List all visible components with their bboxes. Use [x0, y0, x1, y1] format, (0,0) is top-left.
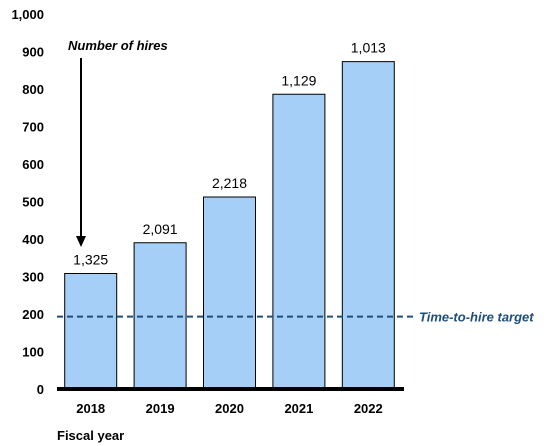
- annotation-group: Number of hires: [68, 38, 168, 247]
- bar-2020: [203, 196, 256, 390]
- data-label: 2,218: [212, 175, 247, 191]
- data-label: 1,325: [73, 252, 108, 268]
- y-tick-label: 200: [22, 307, 44, 322]
- target-line-label: Time-to-hire target: [419, 310, 534, 325]
- annotation-arrow-head: [76, 236, 86, 247]
- y-tick-label: 1,000: [11, 7, 44, 22]
- y-tick-label: 900: [22, 45, 44, 60]
- y-tick-label: 800: [22, 82, 44, 97]
- y-tick-label: 400: [22, 232, 44, 247]
- y-tick-label: 300: [22, 270, 44, 285]
- y-tick-label: 0: [37, 382, 44, 397]
- x-axis-baseline: [57, 387, 404, 391]
- x-tick-label: 2019: [146, 401, 175, 416]
- x-tick-label: 2022: [354, 401, 383, 416]
- data-label: 2,091: [143, 221, 178, 237]
- y-axis: 0 100 200 300 400 500 600 700 800 900 1,000: [11, 7, 44, 397]
- annotation-text: Number of hires: [68, 38, 168, 53]
- data-label: 1,013: [351, 40, 386, 56]
- y-tick-label: 500: [22, 195, 44, 210]
- bar-2022: [341, 61, 395, 390]
- x-tick-label: 2018: [76, 401, 105, 416]
- target-line-group: Time-to-hire target: [57, 310, 534, 325]
- bars: [64, 61, 395, 390]
- data-labels: 1,325 2,091 2,218 1,129 1,013: [73, 40, 386, 268]
- y-tick-label: 700: [22, 120, 44, 135]
- x-tick-label: 2020: [215, 401, 244, 416]
- y-tick-label: 100: [22, 345, 44, 360]
- x-axis: 2018 2019 2020 2021 2022: [57, 387, 404, 416]
- x-tick-label: 2021: [284, 401, 313, 416]
- x-axis-title: Fiscal year: [57, 428, 124, 443]
- y-tick-label: 600: [22, 157, 44, 172]
- bar-2021: [272, 93, 326, 390]
- data-label: 1,129: [281, 72, 316, 88]
- bar-2018: [64, 273, 118, 390]
